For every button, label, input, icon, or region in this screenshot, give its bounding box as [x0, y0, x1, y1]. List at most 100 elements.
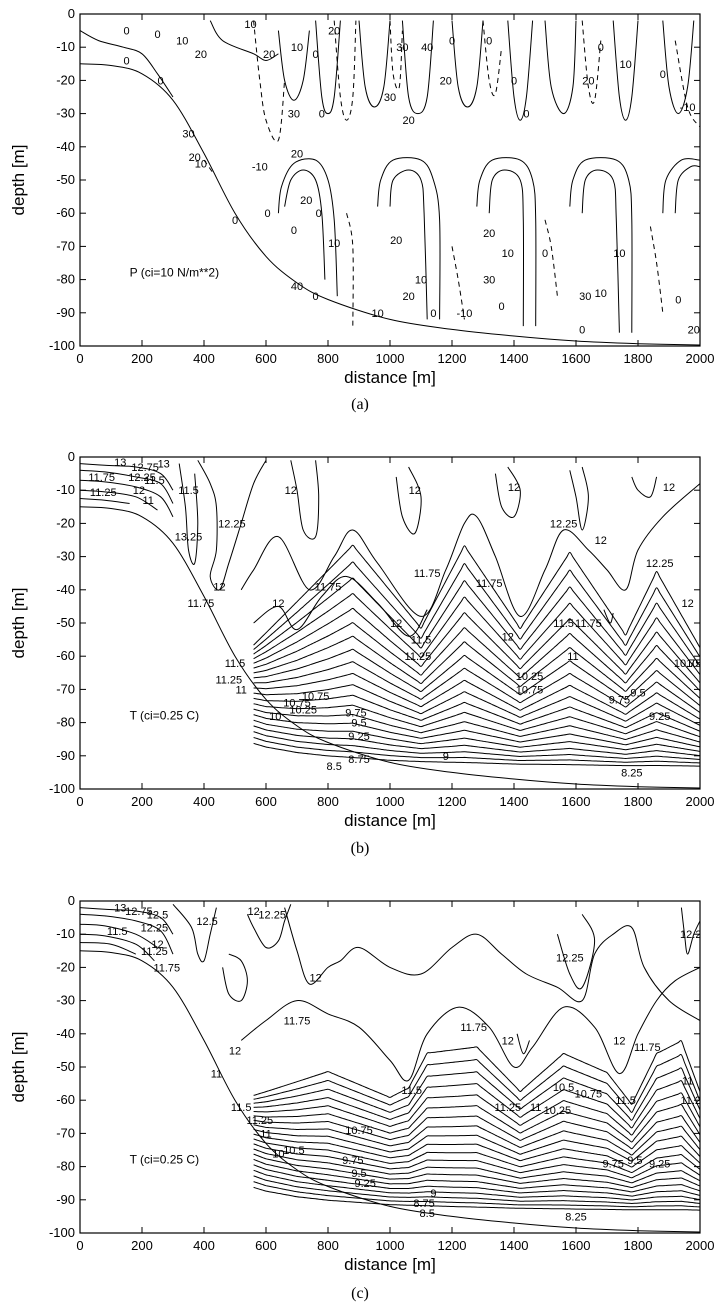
x-tick-label: 1400	[500, 794, 529, 809]
contour-line	[674, 40, 700, 128]
contour-line	[80, 933, 155, 962]
contour-line	[389, 20, 403, 91]
y-axis-label: depth [m]	[9, 1032, 28, 1103]
contour-label: 11	[211, 1069, 222, 1081]
x-tick-label: 1400	[500, 1238, 529, 1253]
contour-line	[253, 20, 286, 143]
contour-label: 11.75	[315, 581, 342, 593]
contour-label: 11.5	[225, 658, 246, 670]
contour-line	[240, 483, 700, 617]
isotherm-line	[253, 1115, 700, 1150]
contour-label: 12	[663, 482, 675, 494]
contour-label: 11.25	[494, 1102, 521, 1114]
contour-line	[395, 466, 422, 535]
contour-label: 20	[263, 49, 275, 61]
contour-label: -10	[456, 308, 472, 320]
panel-caption: (c)	[351, 1285, 369, 1302]
contour-line	[80, 489, 158, 511]
contour-label: 10	[619, 59, 631, 71]
contour-label: 0	[449, 36, 455, 48]
contour-label: 20	[688, 324, 700, 336]
isotherm-line	[253, 1138, 700, 1174]
contour-line	[80, 463, 174, 491]
contour-label: 9.75	[609, 694, 630, 706]
isotherm-line	[253, 1128, 700, 1162]
isotherm-line	[253, 1148, 700, 1184]
isotherm-line	[253, 742, 700, 767]
contour-label: 30	[483, 275, 495, 287]
contour-label: 20	[300, 195, 312, 207]
bottom-profile	[80, 950, 700, 1233]
y-tick-label: -50	[56, 1059, 75, 1074]
contour-label: 11.25	[90, 487, 117, 499]
contour-label: 0	[511, 75, 517, 87]
y-tick-label: 0	[68, 893, 75, 908]
isotherm-line	[253, 1067, 700, 1121]
contour-label: 12	[272, 598, 284, 610]
contour-line	[649, 226, 664, 313]
contour-label: 12	[309, 972, 321, 984]
contour-label: 30	[182, 129, 194, 141]
y-tick-label: 0	[68, 6, 75, 21]
contour-label: 0	[598, 42, 604, 54]
contour-label: 11.75	[153, 962, 180, 974]
x-tick-label: 1200	[438, 351, 467, 366]
isotherm-line	[253, 661, 700, 713]
contour-label: 8.5	[327, 761, 342, 773]
y-tick-label: -10	[56, 39, 75, 54]
contour-label: 11.5	[144, 475, 165, 487]
isotherm-line	[253, 737, 700, 764]
contour-label: 11.75	[414, 568, 441, 580]
y-tick-label: -80	[56, 1159, 75, 1174]
isotherm-line	[253, 1169, 700, 1201]
y-tick-label: -30	[56, 549, 75, 564]
contour-line	[358, 20, 391, 108]
x-axis-label: distance [m]	[344, 811, 436, 830]
contour-label: 10	[502, 248, 514, 260]
x-tick-label: 800	[317, 1238, 339, 1253]
contour-label: 20	[390, 235, 402, 247]
contour-label: -10	[252, 162, 268, 174]
contour-label: 20	[483, 228, 495, 240]
contour-line	[80, 479, 174, 518]
contour-label: 11.75	[460, 1022, 487, 1034]
contour-label: 0	[660, 69, 666, 81]
contour-line	[482, 20, 503, 97]
contour-label: 9.5	[627, 1155, 642, 1167]
contour-label: 12	[229, 1045, 241, 1057]
contour-label: 11.75	[575, 618, 602, 630]
contour-label: 9	[430, 1188, 436, 1200]
contour-line	[631, 476, 658, 498]
contour-label: 8.25	[565, 1211, 586, 1223]
contour-label: 11.5	[615, 1095, 636, 1107]
contour-label: 13	[114, 903, 126, 915]
contour-line	[544, 20, 577, 115]
contour-line	[222, 953, 248, 1002]
contour-label: 10.25	[289, 704, 317, 716]
contour-label: 11.75	[88, 472, 115, 484]
x-tick-label: 200	[131, 1238, 153, 1253]
isotherm-line	[253, 622, 700, 692]
x-tick-label: 800	[317, 351, 339, 366]
contour-line	[451, 20, 484, 108]
y-tick-label: 0	[68, 449, 75, 464]
y-tick-label: -60	[56, 1092, 75, 1107]
isotherm-line	[253, 648, 700, 707]
contour-label: 0	[264, 208, 270, 220]
contour-label: 40	[421, 42, 433, 54]
bottom-profile	[80, 506, 700, 789]
x-tick-label: 1000	[376, 1238, 405, 1253]
contour-label: 0	[499, 301, 505, 313]
isotherm-line	[253, 593, 700, 675]
contour-line	[389, 169, 428, 320]
x-tick-label: 1000	[376, 794, 405, 809]
x-axis-label: distance [m]	[344, 1255, 436, 1274]
contour-line	[80, 907, 174, 935]
x-tick-label: 1800	[624, 794, 653, 809]
y-tick-label: -40	[56, 1026, 75, 1041]
isotherm-line	[253, 1186, 700, 1211]
y-tick-label: -60	[56, 205, 75, 220]
contour-label: 11	[142, 495, 153, 507]
isotherm-line	[253, 1040, 700, 1105]
contour-line	[203, 159, 214, 174]
